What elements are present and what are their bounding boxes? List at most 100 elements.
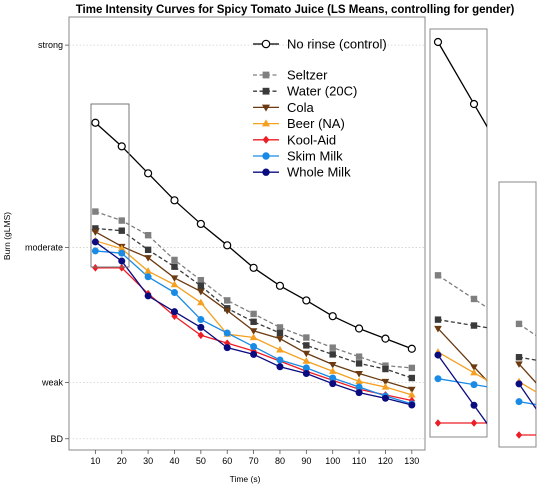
data-point-water-20c	[171, 263, 178, 270]
data-point-water-20c	[408, 374, 416, 382]
zoom-highlight-box	[90, 103, 130, 268]
data-point-seltzer	[171, 256, 178, 264]
zoom-inset-b-point-no-rinse-control	[542, 192, 549, 199]
data-point-skim-milk	[170, 289, 178, 297]
x-tick-label-90: 90	[301, 456, 311, 466]
legend-label-water-20c: Water (20C)	[287, 84, 357, 99]
data-point-cola	[408, 386, 416, 394]
data-point-skim-milk	[118, 249, 126, 257]
zoom-inset-b-frame	[498, 181, 537, 448]
legend-label-whole-milk: Whole Milk	[287, 165, 351, 180]
zoom-inset-b-line-seltzer	[518, 323, 536, 337]
legend-item-cola: Cola	[253, 100, 315, 115]
zoom-inset-b-point-water-20c	[515, 354, 523, 361]
data-point-water-20c	[382, 365, 389, 373]
data-point-whole-milk	[118, 257, 126, 265]
data-point-whole-milk	[170, 308, 178, 316]
zoom-inset-a	[429, 28, 488, 438]
data-point-beer-na	[144, 267, 152, 274]
legend-label-beer-na: Beer (NA)	[287, 116, 345, 131]
series-markers	[91, 118, 416, 409]
data-point-whole-milk	[223, 344, 231, 352]
zoom-inset-b	[498, 181, 549, 448]
data-point-water-20c	[197, 282, 205, 289]
y-tick-label-moderate: moderate	[25, 243, 63, 253]
data-point-skim-milk	[276, 356, 284, 364]
data-point-cola	[197, 288, 205, 296]
legend-label-seltzer: Seltzer	[287, 68, 328, 83]
zoom-inset-b-line-skim-milk	[518, 401, 536, 406]
data-point-cola	[249, 328, 258, 335]
data-point-seltzer	[329, 344, 336, 351]
data-point-beer-na	[302, 357, 311, 364]
data-point-water-20c	[355, 360, 363, 367]
zoom-inset-a-point-cola	[434, 325, 442, 333]
x-axis: 10 20 30 40 50 60 70 80 90 100 110 120 130	[90, 450, 419, 466]
data-point-no-rinse-control	[117, 142, 126, 151]
legend-swatch-marker	[262, 104, 270, 112]
zoom-inset-a-point-seltzer	[470, 295, 478, 303]
zoom-inset-b-point-whole-milk	[515, 380, 523, 388]
legend-item-kool-aid: Kool-Aid	[253, 132, 336, 147]
zoom-inset-b-line-whole-milk	[518, 383, 536, 410]
y-tick-label-weak: weak	[41, 378, 64, 388]
legend-swatch-marker	[262, 119, 270, 127]
zoom-inset-b-point-kool-aid	[515, 431, 523, 439]
data-point-no-rinse-control	[196, 219, 205, 229]
zoom-inset-b-point-cola	[541, 390, 549, 397]
data-point-seltzer	[250, 310, 257, 318]
legend-label-kool-aid: Kool-Aid	[287, 132, 336, 147]
data-point-beer-na	[355, 377, 363, 384]
zoom-inset-a-frame	[429, 28, 488, 438]
data-point-skim-milk	[223, 329, 231, 337]
zoom-inset-a-point-beer-na	[470, 368, 478, 376]
data-point-beer-na	[197, 298, 205, 306]
data-point-seltzer	[382, 362, 389, 369]
data-point-beer-na	[328, 367, 337, 374]
legend-label-no-rinse-control: No rinse (control)	[287, 37, 387, 52]
data-point-beer-na	[249, 333, 258, 341]
zoom-inset-a-point-kool-aid	[470, 419, 478, 427]
data-point-cola	[328, 361, 337, 369]
data-point-whole-milk	[408, 401, 416, 409]
data-point-whole-milk	[197, 323, 205, 331]
zoom-inset-a-point-whole-milk	[470, 401, 478, 409]
data-point-no-rinse-control	[144, 169, 153, 178]
x-tick-label-100: 100	[325, 456, 340, 466]
x-axis-label: Time (s)	[230, 474, 261, 484]
data-point-seltzer	[276, 324, 284, 331]
zoom-inset-b-point-skim-milk	[515, 398, 523, 406]
zoom-inset-b-point-seltzer	[542, 338, 548, 344]
data-point-cola	[91, 229, 100, 236]
zoom-inset-b-line-beer-na	[518, 381, 536, 393]
data-point-beer-na	[408, 390, 416, 398]
zoom-inset-b-point-beer-na	[541, 393, 549, 400]
data-point-whole-milk	[302, 370, 310, 378]
data-point-seltzer	[355, 353, 363, 360]
zoom-inset-a-point-cola	[470, 364, 478, 371]
data-point-beer-na	[170, 280, 179, 288]
data-point-beer-na	[276, 345, 284, 353]
data-point-seltzer	[144, 231, 152, 239]
legend-item-seltzer: Seltzer	[253, 68, 328, 83]
data-point-no-rinse-control	[381, 334, 390, 343]
data-point-whole-milk	[91, 238, 99, 246]
data-point-skim-milk	[250, 343, 258, 351]
zoom-inset-a-point-no-rinse-control	[433, 37, 443, 47]
x-tick-label-120: 120	[378, 456, 393, 466]
data-point-seltzer	[118, 217, 125, 224]
data-point-whole-milk	[381, 394, 389, 402]
legend-item-beer-na: Beer (NA)	[253, 116, 345, 131]
legend-label-cola: Cola	[287, 100, 315, 115]
x-tick-label-60: 60	[222, 456, 232, 466]
legend-item-skim-milk: Skim Milk	[253, 149, 343, 164]
x-tick-label-10: 10	[90, 456, 100, 466]
data-point-beer-na	[117, 244, 126, 252]
y-tick-label-strong: strong	[38, 40, 63, 50]
zoom-inset-b-point-kool-aid	[542, 431, 548, 439]
zoom-inset-b-line-water-20c	[518, 356, 536, 361]
data-point-water-20c	[329, 351, 336, 358]
data-point-whole-milk	[355, 389, 363, 397]
zoom-insets	[90, 28, 549, 448]
